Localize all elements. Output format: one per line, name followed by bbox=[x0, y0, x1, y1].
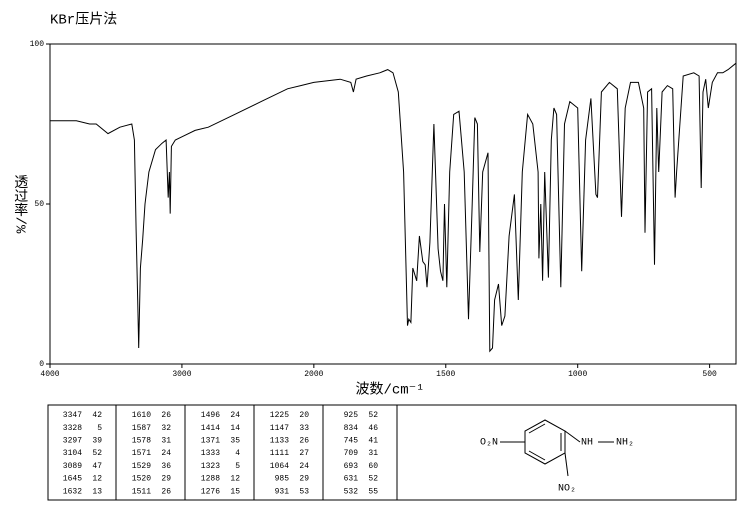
peak-transmittance: 31 bbox=[368, 449, 378, 458]
peak-wavenumber: 1225 bbox=[270, 411, 289, 420]
y-axis-label: 透过率/% bbox=[11, 175, 28, 234]
peak-wavenumber: 693 bbox=[344, 462, 359, 471]
plot-frame bbox=[49, 43, 737, 365]
peak-wavenumber: 1288 bbox=[201, 475, 220, 484]
peak-wavenumber: 1133 bbox=[270, 437, 289, 446]
peak-transmittance: 35 bbox=[230, 437, 240, 446]
peak-transmittance: 26 bbox=[161, 411, 171, 420]
peak-transmittance: 53 bbox=[299, 487, 309, 496]
peak-transmittance: 26 bbox=[299, 437, 309, 446]
peak-transmittance: 12 bbox=[230, 475, 240, 484]
peak-wavenumber: 1064 bbox=[270, 462, 289, 471]
peak-wavenumber: 3328 bbox=[63, 424, 82, 433]
peak-transmittance: 5 bbox=[97, 424, 102, 433]
peak-transmittance: 52 bbox=[368, 411, 378, 420]
peak-wavenumber: 925 bbox=[344, 411, 359, 420]
peak-wavenumber: 1323 bbox=[201, 462, 220, 471]
x-tick-label: 3000 bbox=[172, 370, 191, 379]
peak-wavenumber: 1587 bbox=[132, 424, 151, 433]
structure-ring bbox=[500, 419, 614, 477]
x-tick-label: 500 bbox=[702, 370, 717, 379]
peak-transmittance: 33 bbox=[299, 424, 309, 433]
peak-wavenumber: 1645 bbox=[63, 475, 82, 484]
table-frame bbox=[47, 404, 737, 501]
peak-wavenumber: 1147 bbox=[270, 424, 289, 433]
peak-transmittance: 32 bbox=[161, 424, 171, 433]
x-tick-label: 4000 bbox=[40, 370, 59, 379]
peak-wavenumber: 3104 bbox=[63, 449, 82, 458]
peak-transmittance: 31 bbox=[161, 437, 171, 446]
peak-wavenumber: 3297 bbox=[63, 437, 82, 446]
x-tick-label: 2000 bbox=[304, 370, 323, 379]
peak-wavenumber: 834 bbox=[344, 424, 359, 433]
structure-label: NO₂ bbox=[558, 484, 576, 495]
x-axis-label: 波数/cm⁻¹ bbox=[356, 382, 425, 399]
peak-wavenumber: 745 bbox=[344, 437, 359, 446]
peak-transmittance: 42 bbox=[92, 411, 102, 420]
peak-transmittance: 52 bbox=[92, 449, 102, 458]
peak-transmittance: 12 bbox=[92, 475, 102, 484]
peak-wavenumber: 1520 bbox=[132, 475, 151, 484]
peak-wavenumber: 532 bbox=[344, 487, 359, 496]
peak-wavenumber: 1571 bbox=[132, 449, 151, 458]
peak-wavenumber: 631 bbox=[344, 475, 359, 484]
peak-wavenumber: 3347 bbox=[63, 411, 82, 420]
peak-wavenumber: 1333 bbox=[201, 449, 220, 458]
peak-transmittance: 26 bbox=[161, 487, 171, 496]
peak-transmittance: 29 bbox=[161, 475, 171, 484]
peak-transmittance: 24 bbox=[161, 449, 171, 458]
peak-transmittance: 29 bbox=[299, 475, 309, 484]
peak-transmittance: 52 bbox=[368, 475, 378, 484]
y-tick-label: 50 bbox=[34, 200, 44, 209]
peak-wavenumber: 931 bbox=[275, 487, 290, 496]
peak-wavenumber: 1276 bbox=[201, 487, 220, 496]
peak-transmittance: 5 bbox=[235, 462, 240, 471]
peak-transmittance: 46 bbox=[368, 424, 378, 433]
peak-transmittance: 39 bbox=[92, 437, 102, 446]
peak-wavenumber: 1632 bbox=[63, 487, 82, 496]
y-tick-label: 100 bbox=[30, 40, 45, 49]
peak-transmittance: 41 bbox=[368, 437, 378, 446]
peak-transmittance: 20 bbox=[299, 411, 309, 420]
peak-wavenumber: 1529 bbox=[132, 462, 151, 471]
peak-wavenumber: 1111 bbox=[270, 449, 289, 458]
spectrum-line bbox=[50, 62, 737, 353]
peak-transmittance: 15 bbox=[230, 487, 240, 496]
y-tick-label: 0 bbox=[39, 360, 44, 369]
peak-transmittance: 24 bbox=[230, 411, 240, 420]
peak-transmittance: 14 bbox=[230, 424, 240, 433]
peak-transmittance: 60 bbox=[368, 462, 378, 471]
x-tick-label: 1500 bbox=[436, 370, 455, 379]
peak-wavenumber: 709 bbox=[344, 449, 359, 458]
peak-transmittance: 55 bbox=[368, 487, 378, 496]
structure-label: NH bbox=[581, 438, 593, 449]
peak-wavenumber: 985 bbox=[275, 475, 290, 484]
peak-wavenumber: 3089 bbox=[63, 462, 82, 471]
peak-wavenumber: 1511 bbox=[132, 487, 151, 496]
x-tick-label: 1000 bbox=[568, 370, 587, 379]
peak-transmittance: 4 bbox=[235, 449, 240, 458]
peak-transmittance: 36 bbox=[161, 462, 171, 471]
structure-label: NH₂ bbox=[616, 438, 634, 449]
peak-wavenumber: 1610 bbox=[132, 411, 151, 420]
peak-wavenumber: 1578 bbox=[132, 437, 151, 446]
peak-transmittance: 24 bbox=[299, 462, 309, 471]
peak-wavenumber: 1496 bbox=[201, 411, 220, 420]
peak-transmittance: 27 bbox=[299, 449, 309, 458]
peak-wavenumber: 1414 bbox=[201, 424, 220, 433]
peak-wavenumber: 1371 bbox=[201, 437, 220, 446]
peak-transmittance: 13 bbox=[92, 487, 102, 496]
structure-label: O₂N bbox=[480, 438, 498, 449]
peak-transmittance: 47 bbox=[92, 462, 102, 471]
chart-title: KBr压片法 bbox=[50, 12, 117, 29]
